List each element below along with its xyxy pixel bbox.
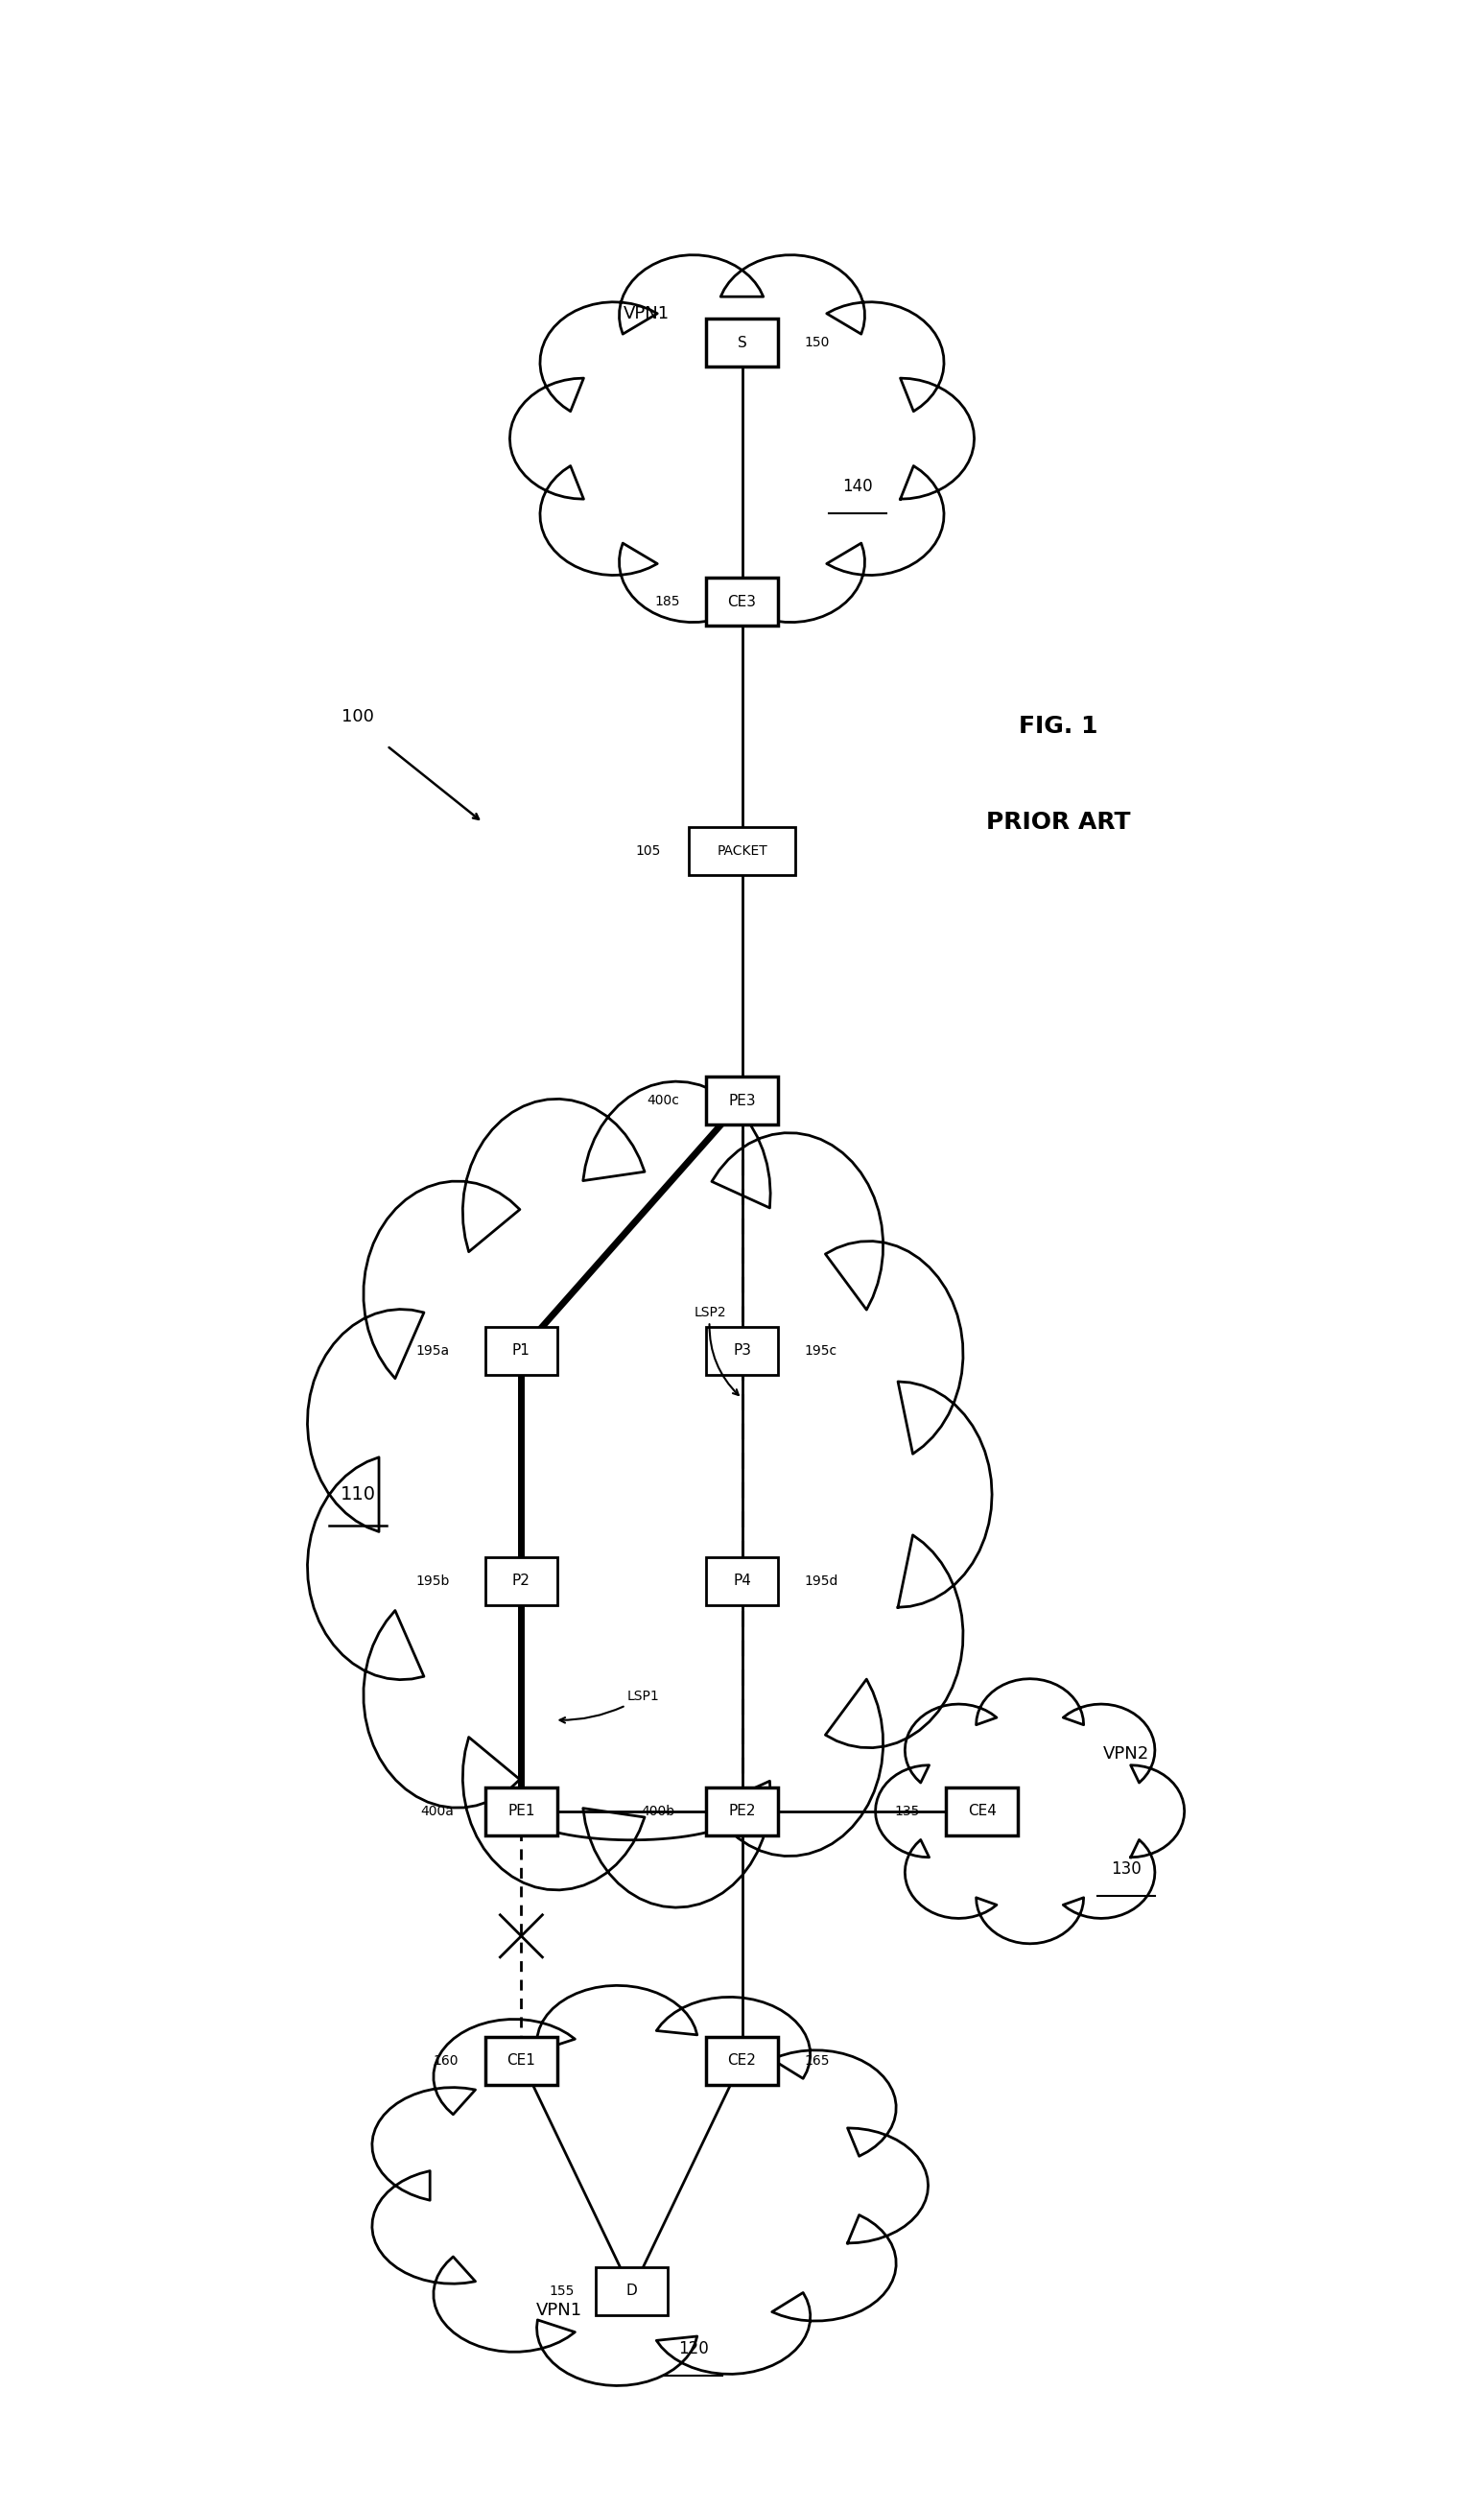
FancyBboxPatch shape	[706, 577, 778, 625]
Text: 185: 185	[654, 595, 680, 610]
FancyBboxPatch shape	[485, 1558, 558, 1606]
FancyBboxPatch shape	[485, 2037, 558, 2085]
Text: VPN1: VPN1	[623, 306, 669, 324]
Text: 400a: 400a	[420, 1804, 454, 1819]
FancyBboxPatch shape	[945, 1786, 1018, 1834]
Text: PRIOR ART: PRIOR ART	[987, 810, 1131, 833]
Text: 195b: 195b	[416, 1573, 450, 1588]
Text: 160: 160	[433, 2055, 459, 2067]
Text: 110: 110	[340, 1485, 375, 1503]
FancyBboxPatch shape	[706, 2037, 778, 2085]
Text: PACKET: PACKET	[717, 846, 767, 858]
Text: LSP1: LSP1	[559, 1689, 659, 1724]
Text: 140: 140	[841, 479, 873, 494]
Text: 400c: 400c	[647, 1094, 680, 1106]
Text: 130: 130	[1110, 1859, 1141, 1877]
Text: D: D	[626, 2283, 637, 2298]
Text: LSP2: LSP2	[695, 1305, 739, 1395]
Text: 195c: 195c	[804, 1345, 837, 1357]
Text: 135: 135	[895, 1804, 920, 1819]
Text: VPN2: VPN2	[1103, 1744, 1149, 1761]
FancyBboxPatch shape	[485, 1327, 558, 1375]
Text: 105: 105	[635, 846, 660, 858]
FancyBboxPatch shape	[706, 319, 778, 366]
FancyBboxPatch shape	[706, 1558, 778, 1606]
FancyBboxPatch shape	[595, 2268, 668, 2316]
Text: 155: 155	[549, 2286, 574, 2298]
FancyBboxPatch shape	[706, 1327, 778, 1375]
Text: 195a: 195a	[416, 1345, 450, 1357]
Text: CE2: CE2	[727, 2052, 757, 2067]
Text: 195d: 195d	[804, 1573, 838, 1588]
Text: CE3: CE3	[727, 595, 757, 610]
Text: P1: P1	[512, 1342, 530, 1357]
Text: CE4: CE4	[968, 1804, 996, 1819]
Text: 150: 150	[804, 336, 830, 349]
Text: FIG. 1: FIG. 1	[1020, 715, 1098, 738]
Text: 100: 100	[341, 708, 374, 725]
Text: PE1: PE1	[508, 1804, 534, 1819]
Text: P2: P2	[512, 1573, 530, 1588]
FancyBboxPatch shape	[485, 1786, 558, 1834]
Text: P4: P4	[733, 1573, 751, 1588]
FancyBboxPatch shape	[689, 828, 795, 876]
FancyBboxPatch shape	[706, 1076, 778, 1124]
Text: 165: 165	[804, 2055, 830, 2067]
Text: PE2: PE2	[729, 1804, 755, 1819]
Text: CE1: CE1	[508, 2052, 536, 2067]
Text: S: S	[738, 336, 746, 349]
Text: PE3: PE3	[729, 1094, 755, 1109]
Text: 120: 120	[678, 2341, 709, 2358]
Text: VPN1: VPN1	[537, 2301, 583, 2318]
Text: 400b: 400b	[641, 1804, 675, 1819]
FancyBboxPatch shape	[706, 1786, 778, 1834]
Text: P3: P3	[733, 1342, 751, 1357]
